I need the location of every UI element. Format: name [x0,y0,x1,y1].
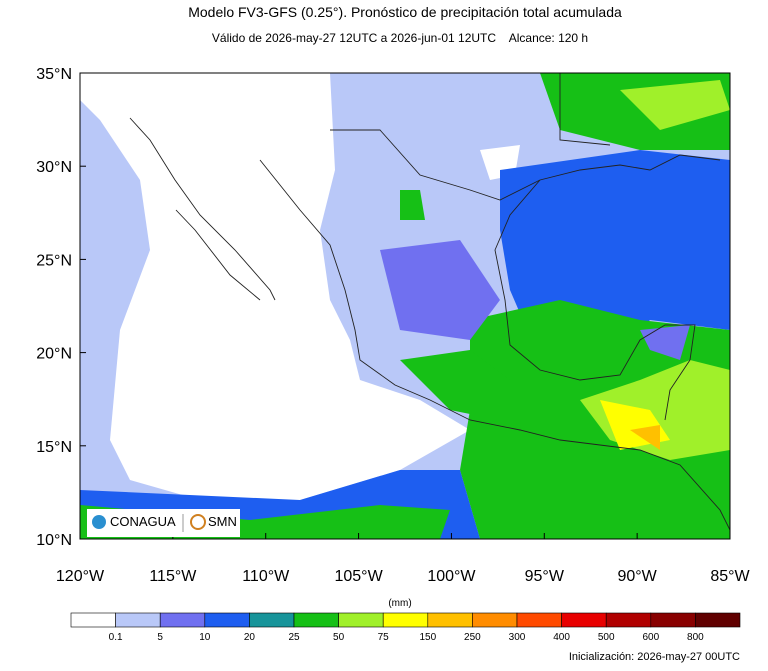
precip-field [80,73,730,539]
colorbar-label: 600 [642,632,659,643]
lat-tick-label: 20°N [36,346,72,363]
colorbar-label: 20 [244,632,256,643]
lat-tick-label: 10°N [36,532,72,549]
colorbar-unit: (mm) [388,598,411,609]
lon-tick-label: 105°W [334,568,383,585]
colorbar-swatch [249,612,295,628]
colorbar-swatch [204,612,250,628]
colorbar-swatch [650,612,696,628]
subtitle: Válido de 2026-may-27 12UTC a 2026-jun-0… [212,31,588,45]
colorbar-swatch [382,612,429,628]
colorbar-swatch [427,612,473,628]
logo-box: CONAGUA SMN [87,509,240,537]
lat-tick-label: 15°N [36,439,72,456]
colorbar-label: 25 [288,632,300,643]
colorbar-label: 150 [419,632,436,643]
lat-tick-label: 30°N [36,159,72,176]
colorbar-label: 0.1 [109,632,123,643]
lon-tick-label: 95°W [525,568,565,585]
colorbar-swatch [605,612,652,628]
lon-tick-label: 115°W [149,568,197,585]
colorbar-label: 500 [598,632,615,643]
colorbar-swatch [472,612,518,628]
lon-tick-label: 85°W [710,568,750,585]
logo-text: SMN [208,514,237,529]
lat-tick-label: 25°N [36,252,72,269]
colorbar-label: 75 [378,632,390,643]
colorbar-swatch [338,612,384,628]
colorbar-label: 400 [553,632,570,643]
colorbar-swatch [561,612,607,628]
colorbar-swatch [516,612,562,628]
colorbar-label: 50 [333,632,345,643]
lon-tick-label: 110°W [242,568,290,585]
colorbar-swatch [115,612,161,628]
lon-tick-label: 100°W [427,568,476,585]
colorbar-swatch [70,612,116,628]
colorbar-label: 800 [687,632,704,643]
colorbar-label: 10 [199,632,211,643]
lon-tick-label: 90°W [617,568,657,585]
lat-tick-label: 35°N [36,66,72,83]
logo-text: CONAGUA [110,514,176,529]
colorbar-swatch [159,612,206,628]
colorbar-label: 5 [157,632,163,643]
map-frame [79,72,731,540]
colorbar-label: 300 [509,632,526,643]
title: Modelo FV3-GFS (0.25°). Pronóstico de pr… [188,4,622,20]
colorbar-label: 250 [464,632,481,643]
lon-tick-label: 120°W [56,568,105,585]
init-text: Inicialización: 2026-may-27 00UTC [569,651,740,663]
coastlines [80,73,730,531]
colorbar-swatch [695,612,741,628]
colorbar-swatch [293,612,339,628]
